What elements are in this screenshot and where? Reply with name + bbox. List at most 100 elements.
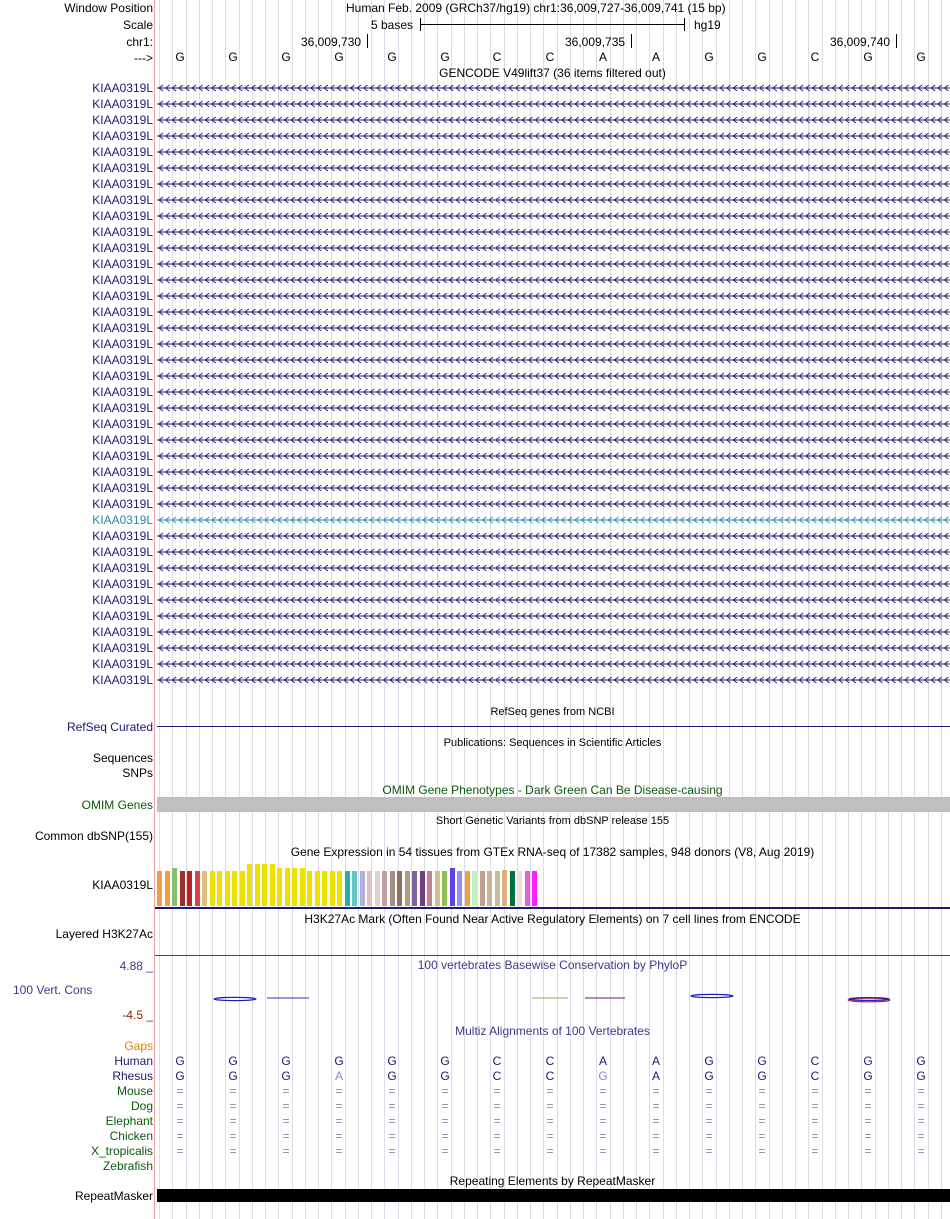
gtex-tissue-bar[interactable] [382,871,387,906]
conservation-label[interactable]: 100 Vert. Cons [13,983,93,997]
gencode-transcript-line[interactable] [155,528,950,544]
gtex-tissue-bar[interactable] [532,871,537,906]
gencode-transcript-label[interactable]: KIAA0319L [92,625,153,639]
gtex-tissue-bar[interactable] [187,871,192,906]
gencode-transcript-label[interactable]: KIAA0319L [92,545,153,559]
gtex-tissue-bar[interactable] [284,868,290,906]
multiz-species-label[interactable]: Elephant [105,1114,153,1128]
gtex-tissue-bar[interactable] [457,871,462,906]
gencode-transcript-line[interactable] [155,432,950,448]
gtex-tissue-bar[interactable] [224,871,230,906]
assembly-position-title[interactable]: Human Feb. 2009 (GRCh37/hg19) chr1:36,00… [346,1,726,15]
gencode-transcript-label[interactable]: KIAA0319L [92,209,153,223]
gencode-transcript-label[interactable]: KIAA0319L [92,449,153,463]
gtex-tissue-bar[interactable] [299,868,305,906]
gencode-transcript-line[interactable] [155,464,950,480]
gencode-transcript-line[interactable] [155,672,950,688]
gtex-tissue-bar[interactable] [262,864,267,906]
omim-label[interactable]: OMIM Genes [81,798,153,812]
gencode-transcript-label[interactable]: KIAA0319L [92,385,153,399]
gencode-transcript-label[interactable]: KIAA0319L [92,577,153,591]
gencode-transcript-line[interactable] [155,128,950,144]
gtex-tissue-bar[interactable] [487,871,492,906]
gencode-transcript-line[interactable] [155,512,950,528]
gencode-transcript-line[interactable] [155,496,950,512]
gtex-tissue-bar[interactable] [359,871,365,906]
gencode-transcript-label[interactable]: KIAA0319L [92,513,153,527]
repeatmasker-track-title[interactable]: Repeating Elements by RepeatMasker [449,1174,656,1188]
gtex-tissue-bar[interactable] [292,868,297,906]
omim-track-title[interactable]: OMIM Gene Phenotypes - Dark Green Can Be… [382,783,723,797]
gencode-transcript-line[interactable] [155,272,950,288]
gtex-tissue-bar[interactable] [322,871,327,906]
gtex-tissue-bar[interactable] [352,871,357,906]
gencode-transcript-label[interactable]: KIAA0319L [92,401,153,415]
gencode-transcript-line[interactable] [155,320,950,336]
conservation-plot[interactable] [155,988,950,1008]
multiz-species-label[interactable]: Rhesus [112,1069,153,1083]
gtex-tissue-bar[interactable] [517,871,522,906]
gencode-transcript-label[interactable]: KIAA0319L [92,657,153,671]
gencode-transcript-line[interactable] [155,96,950,112]
gencode-transcript-label[interactable]: KIAA0319L [92,609,153,623]
multiz-gaps-label[interactable]: Gaps [124,1039,153,1053]
gtex-tissue-bar[interactable] [412,871,417,906]
publications-label-sequences[interactable]: Sequences [92,751,153,765]
gtex-tissue-bar[interactable] [509,871,515,906]
gencode-transcript-label[interactable]: KIAA0319L [92,337,153,351]
gencode-transcript-label[interactable]: KIAA0319L [92,353,153,367]
gtex-tissue-bar[interactable] [202,871,207,906]
gtex-tissue-bar[interactable] [232,871,237,906]
h3k27ac-label[interactable]: Layered H3K27Ac [55,927,153,941]
gtex-tissue-bar[interactable] [239,871,245,906]
gencode-transcript-label[interactable]: KIAA0319L [92,641,153,655]
gencode-transcript-line[interactable] [155,400,950,416]
gtex-tissue-bar[interactable] [524,871,530,906]
gencode-transcript-label[interactable]: KIAA0319L [92,417,153,431]
gtex-label[interactable]: KIAA0319L [92,878,153,892]
publications-label-snps[interactable]: SNPs [122,766,153,780]
gtex-tissue-bar[interactable] [164,871,170,906]
gtex-tissue-bar[interactable] [434,871,440,906]
gencode-transcript-label[interactable]: KIAA0319L [92,561,153,575]
gtex-tissue-bar[interactable] [397,871,402,906]
gtex-tissue-bar[interactable] [269,864,275,906]
refseq-track-title[interactable]: RefSeq genes from NCBI [490,706,615,718]
gencode-transcript-label[interactable]: KIAA0319L [92,81,153,95]
gtex-tissue-bar[interactable] [179,871,185,906]
gencode-transcript-line[interactable] [155,608,950,624]
dbsnp-label[interactable]: Common dbSNP(155) [34,829,153,843]
gencode-transcript-label[interactable]: KIAA0319L [92,593,153,607]
gencode-transcript-line[interactable] [155,368,950,384]
gencode-transcript-label[interactable]: KIAA0319L [92,113,153,127]
gencode-transcript-label[interactable]: KIAA0319L [92,193,153,207]
gencode-transcript-label[interactable]: KIAA0319L [92,289,153,303]
publications-track-title[interactable]: Publications: Sequences in Scientific Ar… [443,737,662,749]
gtex-tissue-bar[interactable] [329,871,335,906]
gtex-tissue-bar[interactable] [479,871,485,906]
gencode-transcript-line[interactable] [155,336,950,352]
gtex-tissue-bar[interactable] [217,871,222,906]
gencode-transcript-line[interactable] [155,176,950,192]
gtex-tissue-bar[interactable] [157,871,162,906]
gencode-transcript-line[interactable] [155,640,950,656]
gencode-transcript-line[interactable] [155,208,950,224]
gencode-transcript-line[interactable] [155,544,950,560]
gtex-tissue-bar[interactable] [494,871,500,906]
gencode-transcript-line[interactable] [155,160,950,176]
gencode-transcript-label[interactable]: KIAA0319L [92,497,153,511]
gencode-transcript-line[interactable] [155,224,950,240]
gencode-transcript-line[interactable] [155,192,950,208]
gtex-tissue-bar[interactable] [367,871,372,906]
gtex-tissue-bar[interactable] [307,871,312,906]
gtex-track-title[interactable]: Gene Expression in 54 tissues from GTEx … [290,845,815,859]
gencode-transcript-line[interactable] [155,448,950,464]
gtex-tissue-bar[interactable] [502,870,507,906]
gtex-tissue-bar[interactable] [472,871,477,906]
gencode-transcript-label[interactable]: KIAA0319L [92,225,153,239]
gencode-track-title[interactable]: GENCODE V49lift37 (36 items filtered out… [439,66,666,80]
gtex-tissue-bar[interactable] [419,871,425,906]
gtex-tissue-bar[interactable] [442,871,447,906]
multiz-species-label[interactable]: Zebrafish [102,1159,153,1173]
